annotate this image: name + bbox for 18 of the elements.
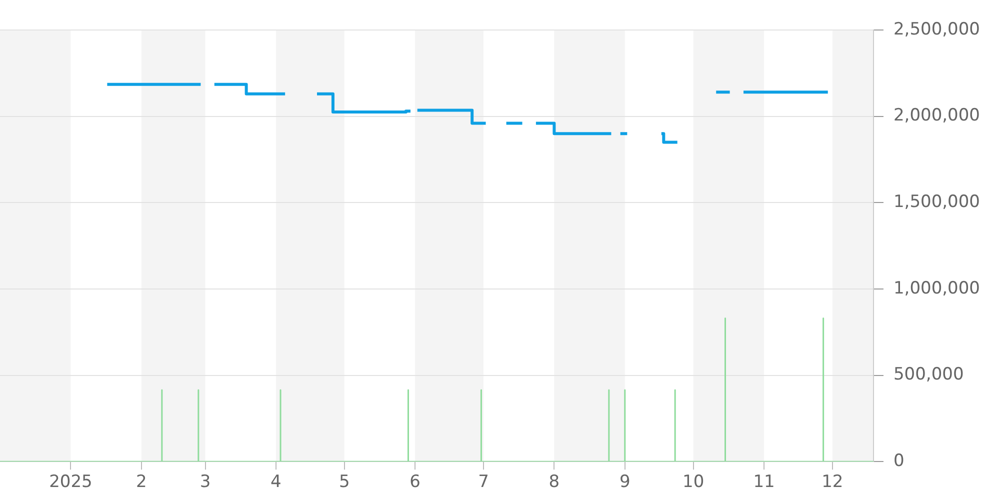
y-tick-label: 500,000 [893,364,964,385]
x-tick-label: 4 [270,472,282,492]
y-tick-label: 0 [893,451,904,472]
x-tick-label: 3 [200,472,211,492]
x-tick-label: 12 [822,472,844,492]
x-tick-label: 5 [338,472,350,492]
x-tick-label: 10 [682,472,704,492]
y-tick-label: 2,000,000 [893,106,980,126]
y-tick-label: 2,500,000 [893,19,980,40]
x-tick-label: 11 [753,472,775,492]
y-tick-label: 1,000,000 [893,278,980,298]
x-tick-label: 7 [478,472,489,492]
x-tick-label: 6 [410,472,420,492]
x-tick-label: 2 [136,472,147,492]
x-tick-label: 2025 [49,472,92,492]
x-tick-label: 9 [619,472,630,492]
y-tick-label: 1,500,000 [893,192,980,212]
x-tick-label: 8 [548,472,560,492]
